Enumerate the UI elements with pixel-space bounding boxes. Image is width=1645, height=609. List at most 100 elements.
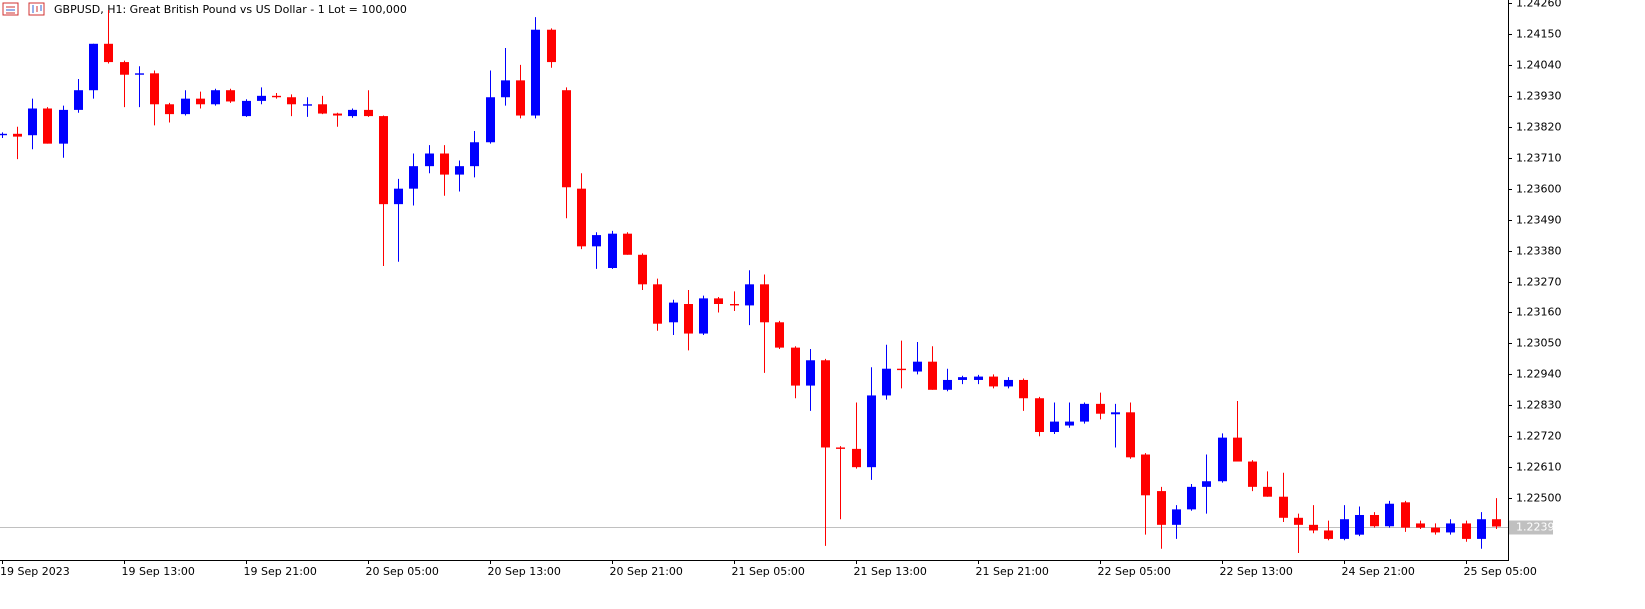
candle-body [608, 233, 617, 268]
candle-body [1294, 517, 1303, 525]
candle-body [943, 379, 952, 390]
candle-body [135, 73, 144, 75]
candle-body [242, 100, 251, 117]
candle-body [409, 166, 418, 189]
header-icons [2, 2, 45, 16]
candle-body [89, 43, 98, 91]
candle-body [1279, 496, 1288, 518]
candle-body [1004, 379, 1013, 387]
candle-body [1126, 412, 1135, 458]
candle-body [516, 80, 525, 116]
candle-body [852, 448, 861, 468]
candle-body [1218, 437, 1227, 482]
candle-body [836, 447, 845, 449]
candle-body [699, 298, 708, 334]
candle-body [669, 302, 678, 323]
y-tick-label: 1.22500 [1516, 492, 1562, 505]
candle-body [791, 347, 800, 386]
candle-body [165, 104, 174, 115]
candle-body [1401, 502, 1410, 528]
y-tick-label: 1.23050 [1516, 337, 1562, 350]
x-tick-label: 21 Sep 05:00 [732, 565, 805, 578]
candle-body [455, 166, 464, 175]
x-tick-label: 19 Sep 2023 [0, 565, 70, 578]
candle-body [531, 29, 540, 116]
candle-body [730, 304, 739, 306]
candle-body [43, 108, 52, 144]
y-tick-label: 1.23930 [1516, 90, 1562, 103]
candle-body [1385, 503, 1394, 527]
candle-body [623, 233, 632, 255]
candle-body [470, 142, 479, 167]
candle-body [333, 113, 342, 116]
candle-body [120, 62, 129, 75]
candle-body [974, 376, 983, 380]
last-price-label: 1.22399 [1516, 521, 1562, 534]
last-price-box [1509, 520, 1553, 535]
candle-body [28, 108, 37, 136]
candle-body [760, 284, 769, 323]
candle-body [1187, 486, 1196, 510]
menu-icon[interactable] [2, 2, 19, 16]
candle-body [897, 368, 906, 371]
candle-body [150, 73, 159, 105]
candle-body [638, 254, 647, 285]
candle-body [272, 95, 281, 98]
candle-body [882, 368, 891, 396]
candle-body [59, 109, 68, 144]
candle-body [1111, 412, 1120, 415]
candle-body [394, 188, 403, 205]
candle-body [364, 109, 373, 117]
chart-title: GBPUSD, H1: Great British Pound vs US Do… [54, 3, 407, 16]
candle-body [1309, 524, 1318, 531]
x-tick-label: 20 Sep 05:00 [366, 565, 439, 578]
x-tick-label: 20 Sep 21:00 [610, 565, 683, 578]
candle-body [1263, 486, 1272, 497]
candle-body [257, 95, 266, 101]
candle-body [958, 377, 967, 380]
y-tick-label: 1.24040 [1516, 59, 1562, 72]
candle-body [379, 116, 388, 205]
candle-body [1492, 519, 1501, 527]
candle-body [74, 90, 83, 110]
candle-body [867, 395, 876, 468]
x-tick-label: 19 Sep 13:00 [122, 565, 195, 578]
candle-body [745, 284, 754, 306]
x-tick-label: 19 Sep 21:00 [244, 565, 317, 578]
candle-body [486, 97, 495, 143]
y-tick-label: 1.22940 [1516, 368, 1562, 381]
candle-body [1370, 514, 1379, 527]
candle-body [1416, 523, 1425, 528]
candle-body [501, 80, 510, 98]
x-tick-label: 22 Sep 13:00 [1220, 565, 1293, 578]
candle-body [775, 322, 784, 348]
y-tick-label: 1.22610 [1516, 461, 1562, 474]
candle-body [211, 90, 220, 105]
y-tick-label: 1.22720 [1516, 430, 1562, 443]
candle-body [1050, 421, 1059, 433]
candle-body [196, 98, 205, 105]
candle-body [1324, 530, 1333, 539]
candle-body [303, 104, 312, 106]
y-tick-label: 1.23710 [1516, 152, 1562, 165]
candle-body [1446, 523, 1455, 533]
candle-body [1340, 519, 1349, 539]
candle-body [226, 90, 235, 102]
candle-body [1141, 454, 1150, 496]
candle-body [1157, 491, 1166, 525]
candle-body [287, 97, 296, 105]
candle-body [821, 360, 830, 448]
candle-body [577, 188, 586, 247]
candle-body [1431, 527, 1440, 533]
candle-body [1233, 437, 1242, 462]
x-tick-label: 22 Sep 05:00 [1098, 565, 1171, 578]
candle-body [425, 153, 434, 167]
x-tick-label: 20 Sep 13:00 [488, 565, 561, 578]
candle-body [592, 235, 601, 247]
candle-body [1477, 519, 1486, 539]
candle-body [1035, 398, 1044, 433]
candle-body [1096, 403, 1105, 414]
candle-body [1065, 421, 1074, 426]
